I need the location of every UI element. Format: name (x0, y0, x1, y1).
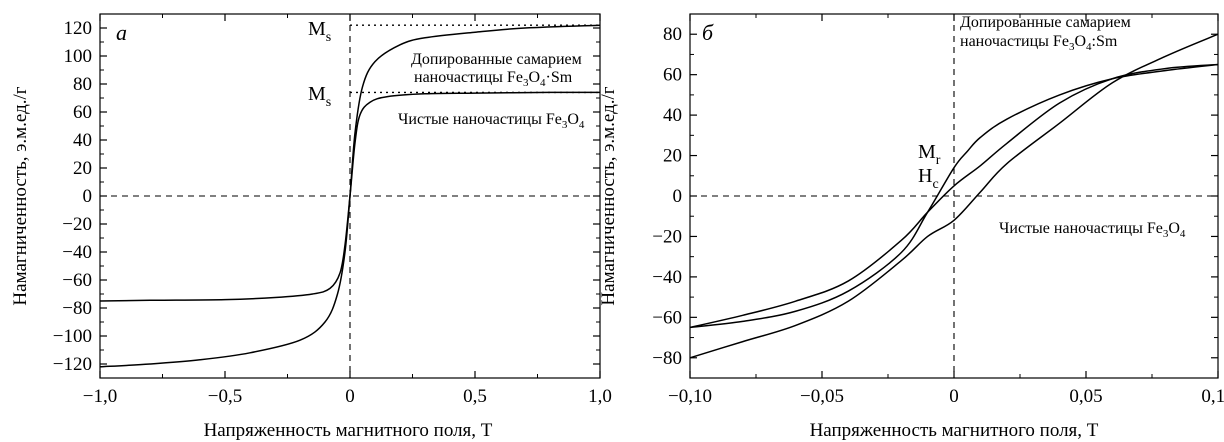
y-tick-label: 40 (73, 130, 92, 151)
x-tick-label: −0,05 (800, 386, 844, 407)
x-tick-label: 0 (949, 386, 959, 407)
panel-b-xlabel: Напряженность магнитного поля, Т (810, 420, 1099, 441)
panel-b: −0,10 −0,05 0 0,05 0,10 −80 −60 −40 −20 0 20 40 60 80… (598, 13, 1224, 441)
y-tick-label: 20 (73, 158, 92, 179)
series-line-1 (99, 91, 601, 302)
y-tick-label: −80 (62, 298, 92, 319)
series-line-1 (689, 33, 1219, 359)
panel-a-pure-label: Чистые наночастицы Fe3O4 (398, 111, 585, 131)
y-tick-label: 80 (663, 24, 682, 45)
y-tick-label: 0 (83, 186, 93, 207)
panel-b-mr-label: Mr (918, 141, 941, 168)
y-tick-label: 60 (663, 65, 682, 86)
x-tick-label: 0,05 (1069, 386, 1102, 407)
y-tick-label: −40 (62, 242, 92, 263)
panel-a-ms-top-label: Ms (308, 18, 331, 45)
y-tick-label: −120 (53, 354, 92, 375)
panel-a-doped-label-line2: наночастицы Fe3O4·Sm (414, 69, 573, 89)
y-tick-label: 40 (663, 105, 682, 126)
panel-b-ticks: −0,10 −0,05 0 0,05 0,10 −80 −60 −40 −20 0 20 40 60 80 (652, 14, 1224, 407)
panel-a-ticks: −1,0 −0,5 0 0,5 1,0 −120 −100 −80 −60 −40 −20 0 20 40… (53, 14, 612, 407)
y-tick-label: 60 (73, 102, 92, 123)
y-tick-label: 120 (64, 18, 93, 39)
panel-a-series (99, 24, 601, 368)
panel-a-ylabel: Намагниченность, э.м.ед./г (10, 86, 31, 305)
panel-b-pure-label: Чистые наночастицы Fe3O4 (999, 220, 1186, 240)
y-tick-label: −100 (53, 326, 92, 347)
y-tick-label: 100 (64, 46, 93, 67)
panel-a-letter: а (116, 20, 127, 45)
panel-a-doped-label-line1: Допированные самарием (411, 51, 582, 68)
panel-b-doped-label-line1: Допированные самарием (960, 14, 1131, 31)
panel-a-xlabel: Напряженность магнитного поля, Т (204, 420, 493, 441)
panel-b-ylabel: Намагниченность, э.м.ед./г (598, 86, 619, 305)
x-tick-label: −1,0 (83, 386, 117, 407)
panel-b-hc-label: Hc (918, 165, 939, 192)
y-tick-label: 20 (663, 146, 682, 167)
panel-b-letter: б (702, 20, 714, 45)
panel-b-series (689, 33, 1219, 359)
panel-a-ms-mid-label: Ms (308, 83, 331, 110)
x-tick-label: 0 (345, 386, 355, 407)
y-tick-label: −60 (62, 270, 92, 291)
panel-a: −1,0 −0,5 0 0,5 1,0 −120 −100 −80 −60 −40 −20 0 20 40… (10, 13, 612, 441)
x-tick-label: 0,5 (463, 386, 487, 407)
x-tick-label: 1,0 (588, 386, 612, 407)
x-tick-label: −0,10 (668, 386, 712, 407)
panel-b-zero-lines (690, 14, 1218, 378)
y-tick-label: −40 (652, 267, 682, 288)
y-tick-label: 0 (673, 186, 683, 207)
y-tick-label: 80 (73, 74, 92, 95)
series-line-2 (689, 63, 1219, 329)
y-tick-label: −20 (62, 214, 92, 235)
y-tick-label: −20 (652, 226, 682, 247)
x-tick-label: −0,5 (208, 386, 242, 407)
y-tick-label: −80 (652, 348, 682, 369)
x-tick-label: 0,10 (1201, 386, 1224, 407)
panel-b-doped-label-line2: наночастицы Fe3O4:Sm (960, 33, 1118, 53)
y-tick-label: −60 (652, 307, 682, 328)
